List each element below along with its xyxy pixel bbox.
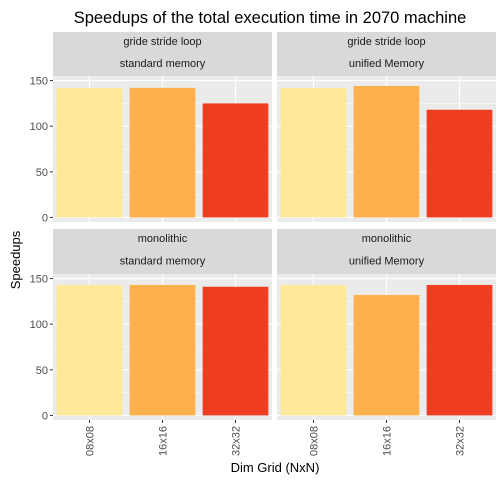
chart-title: Speedups of the total execution time in … — [74, 9, 467, 27]
bar — [353, 86, 420, 218]
facet-strip — [277, 229, 496, 274]
facet-strip — [53, 32, 272, 76]
x-tick-label: 32x32 — [455, 426, 467, 456]
bar — [426, 284, 493, 416]
x-tick-label: 32x32 — [231, 426, 243, 456]
bar — [56, 87, 123, 218]
facet-panel: gride stride loop unified Memory — [277, 32, 496, 222]
y-tick-label: 150 — [30, 76, 48, 88]
facet-strip-label: gride stride loop — [347, 36, 425, 48]
x-tick-label: 08x08 — [85, 426, 97, 456]
bar — [56, 284, 123, 416]
facet-strip — [53, 229, 272, 274]
y-tick-label: 100 — [30, 121, 48, 133]
facet-strip-label: gride stride loop — [123, 36, 201, 48]
facet-panel: gride stride loop standard memory 0 50 100 15… — [30, 32, 272, 224]
y-tick-label: 100 — [30, 319, 48, 331]
y-tick-label: 50 — [36, 365, 48, 377]
bar — [202, 286, 269, 416]
facet-strip-label: standard memory — [120, 256, 206, 268]
facet-strip-label: standard memory — [120, 58, 206, 70]
facet-strip-label: monolithic — [362, 233, 412, 245]
bar — [426, 109, 493, 218]
facet-strip — [277, 32, 496, 76]
y-tick-label: 0 — [42, 410, 48, 422]
bar — [129, 284, 196, 416]
bar — [353, 294, 420, 416]
x-tick-label: 16x16 — [158, 426, 170, 456]
bar — [202, 103, 269, 218]
y-tick-label: 150 — [30, 274, 48, 286]
y-tick-label: 50 — [36, 167, 48, 179]
facet-strip-label: unified Memory — [349, 58, 425, 70]
x-axis-title: Dim Grid (NxN) — [231, 460, 320, 475]
x-tick-label: 08x08 — [309, 426, 321, 456]
facets: gride stride loop standard memory 0 50 100 15… — [30, 32, 496, 456]
facet-panel: monolithic standard memory 0 50 100 150 08x08 1… — [30, 229, 272, 456]
y-axis-title: Speedups — [8, 230, 23, 289]
bar — [129, 87, 196, 218]
bar — [280, 87, 347, 218]
x-tick-label: 16x16 — [382, 426, 394, 456]
bar — [280, 284, 347, 416]
facet-panel: monolithic unified Memory 08x08 16x16 32x32 — [277, 229, 496, 456]
facet-strip-label: monolithic — [138, 233, 188, 245]
facet-strip-label: unified Memory — [349, 256, 425, 268]
y-tick-label: 0 — [42, 212, 48, 224]
